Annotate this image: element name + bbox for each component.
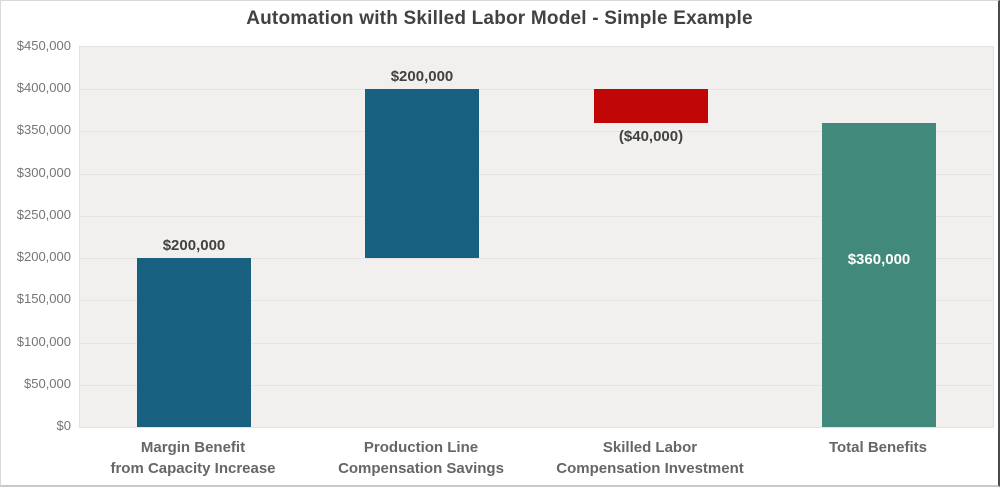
- bar-skilled-labor-compensation-investment: [594, 89, 708, 123]
- bar-margin-benefit-from-capacity-increase: [137, 258, 251, 427]
- y-axis-tick-label: $150,000: [16, 291, 71, 307]
- y-axis-tick-label: $100,000: [16, 333, 71, 349]
- gridline: [80, 342, 993, 344]
- y-axis-tick-label: $250,000: [16, 206, 71, 222]
- gridline: [80, 300, 993, 302]
- bar-value-label-total-benefits: $360,000: [847, 251, 911, 268]
- x-axis-category-label-production-line-compensation-savings: Production Line Compensation Savings: [338, 439, 504, 477]
- y-axis-tick-label: $350,000: [16, 122, 71, 138]
- x-axis-category-label-margin-benefit-from-capacity-increase: Margin Benefit from Capacity Increase: [110, 439, 276, 477]
- y-axis-tick-label: $450,000: [16, 38, 71, 53]
- chart-title: Automation with Skilled Labor Model - Si…: [246, 8, 753, 29]
- gridline: [80, 131, 993, 133]
- x-axis-category-label-total-benefits: Total Benefits: [828, 439, 928, 456]
- gridline: [80, 215, 993, 217]
- gridline: [80, 258, 993, 260]
- y-axis-tick-label: $50,000: [24, 375, 71, 391]
- x-axis-category-label-skilled-labor-compensation-investment: Skilled Labor Compensation Investment: [556, 439, 744, 477]
- y-axis-tick-label: $400,000: [16, 80, 71, 96]
- y-axis-tick-label: $0: [56, 418, 71, 433]
- gridline: [80, 384, 993, 386]
- y-axis-tick-label: $300,000: [16, 164, 71, 180]
- gridline: [80, 173, 993, 175]
- y-axis-tick-label: $200,000: [16, 249, 71, 265]
- bar-value-label-skilled-labor-compensation-investment: ($40,000): [618, 128, 684, 145]
- plot-area: $200,000 $200,000 ($40,000) $360,000: [79, 46, 994, 428]
- gridline: [80, 89, 993, 91]
- bar-value-label-margin-benefit-from-capacity-increase: $200,000: [162, 237, 226, 255]
- bar-value-label-production-line-compensation-savings: $200,000: [390, 68, 454, 86]
- bar-production-line-compensation-savings: [365, 89, 479, 259]
- bar-total-benefits: [822, 123, 936, 427]
